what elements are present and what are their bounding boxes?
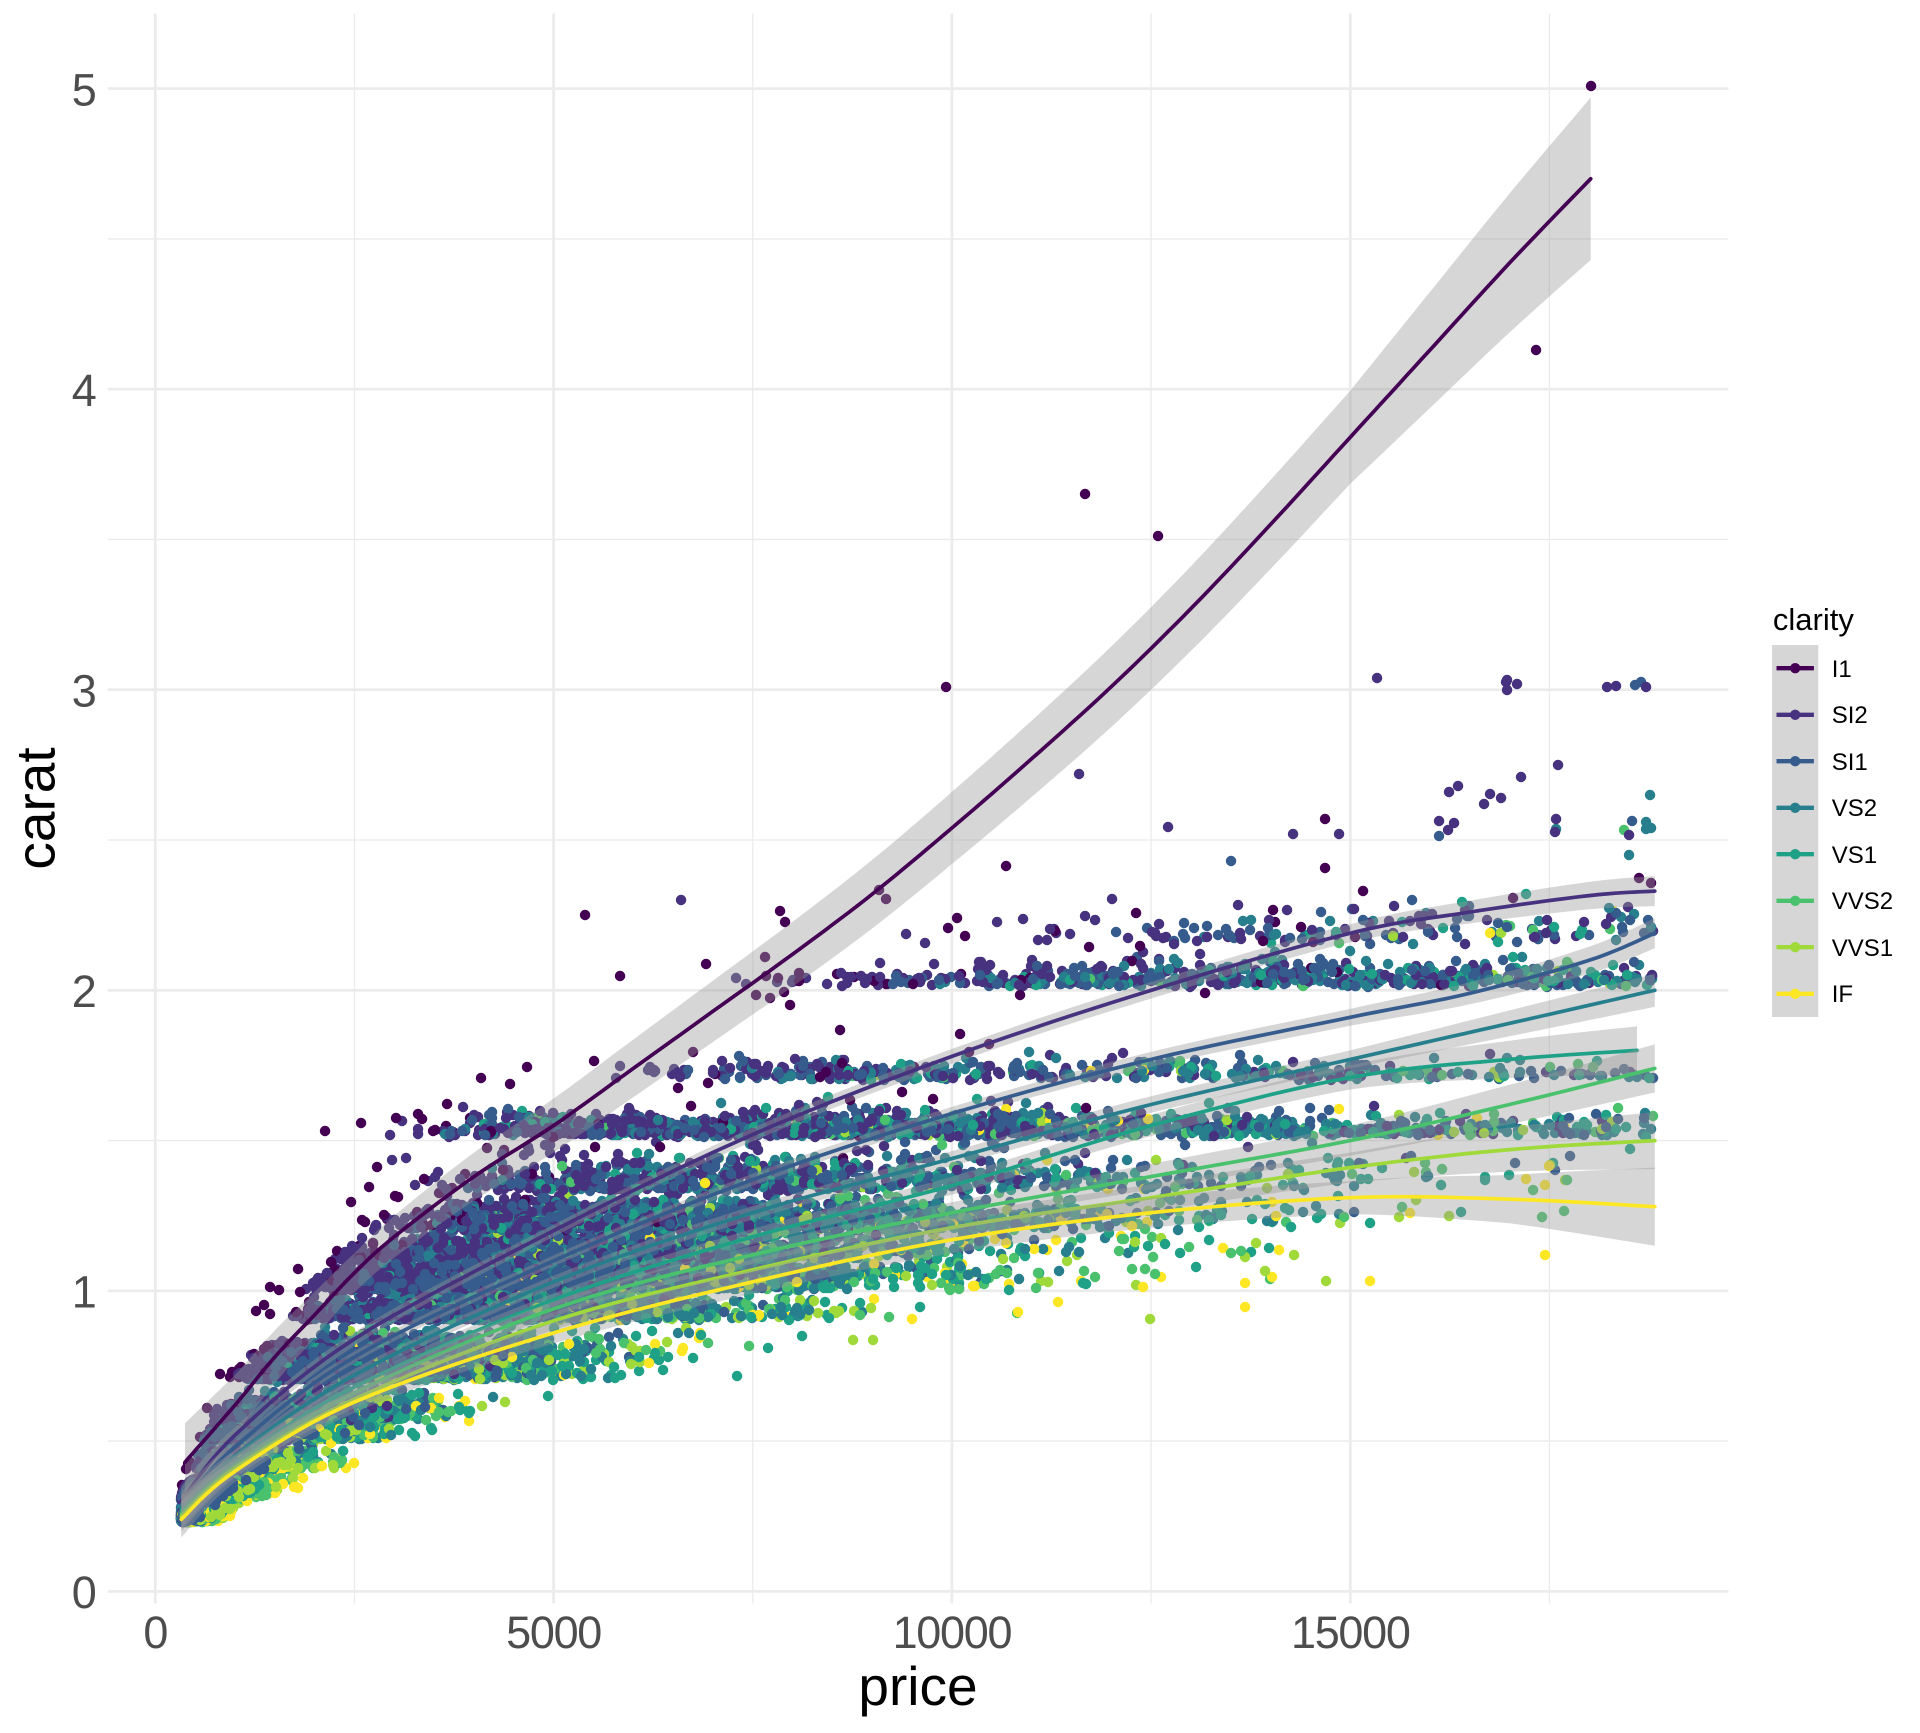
svg-text:5: 5 xyxy=(72,64,96,115)
svg-text:0: 0 xyxy=(143,1607,167,1658)
svg-text:price: price xyxy=(858,1655,977,1717)
svg-text:VVS2: VVS2 xyxy=(1832,888,1893,915)
svg-text:2: 2 xyxy=(72,966,96,1017)
svg-text:IF: IF xyxy=(1832,981,1853,1008)
svg-text:1: 1 xyxy=(72,1267,96,1318)
svg-text:5000: 5000 xyxy=(506,1607,601,1658)
svg-text:VS2: VS2 xyxy=(1832,795,1877,822)
svg-text:0: 0 xyxy=(72,1567,96,1618)
svg-text:4: 4 xyxy=(72,365,96,416)
svg-text:VS1: VS1 xyxy=(1832,842,1877,869)
svg-text:I1: I1 xyxy=(1832,656,1852,683)
svg-text:VVS1: VVS1 xyxy=(1832,935,1893,962)
svg-text:10000: 10000 xyxy=(893,1607,1012,1658)
svg-text:15000: 15000 xyxy=(1291,1607,1410,1658)
svg-text:clarity: clarity xyxy=(1773,602,1854,637)
svg-text:carat: carat xyxy=(5,747,67,869)
svg-text:SI1: SI1 xyxy=(1832,749,1868,776)
svg-text:3: 3 xyxy=(72,665,96,716)
svg-text:SI2: SI2 xyxy=(1832,702,1868,729)
